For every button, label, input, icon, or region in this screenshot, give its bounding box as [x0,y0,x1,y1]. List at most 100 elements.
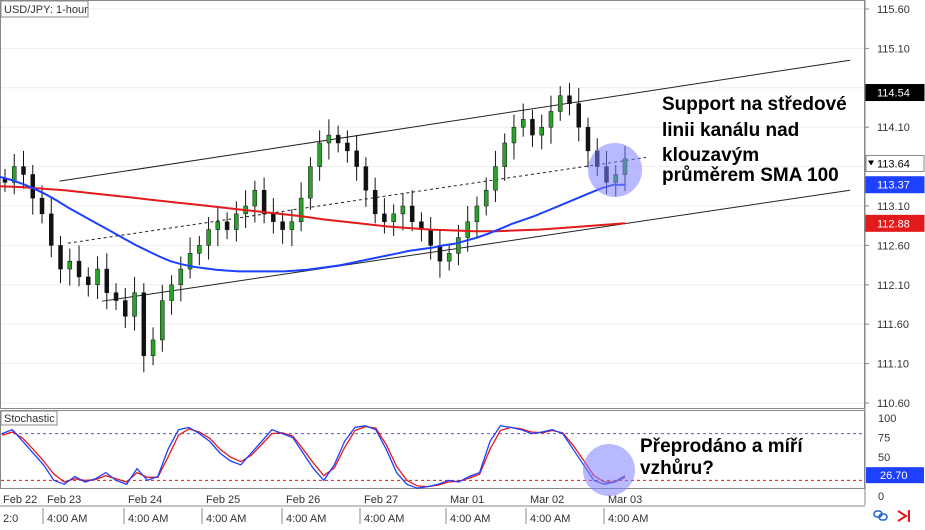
candle-body [363,166,369,191]
stochastic-tick-label: 100 [878,413,896,425]
stochastic-value-label: 26.70 [880,470,908,482]
price-tick-label: 115.10 [877,43,910,55]
price-tick-label: 114.10 [877,122,910,134]
candle-body [169,284,174,301]
stochastic-tick-label: 0 [878,491,884,503]
stochastic-tick-label: 75 [878,433,890,445]
link-icon[interactable] [873,510,888,521]
candle-body [76,260,82,278]
price-tick-label: 113.10 [877,201,910,213]
candle-body [67,260,73,270]
stochastic-title: Stochastic [4,413,55,425]
candle-body [206,229,211,246]
price-axis: 115.60 115.10 114.54 114.10 113.64 113.37 113.… [865,4,925,410]
price-tick-label: 111.60 [877,319,909,331]
time-tick-label: 4:00 AM [47,513,87,525]
stochastic-value-box [866,467,924,484]
date-tick-label: Feb 27 [364,494,398,506]
candle-body [298,197,304,223]
time-tick-label: 2:0 [3,513,18,525]
candle-body [58,245,63,270]
time-tick-label: 4:00 AM [286,513,326,525]
channel-mid-line [67,156,647,244]
time-tick-label: 4:00 AM [450,513,490,525]
sma200-line [0,185,626,233]
time-tick-label: 4:00 AM [530,513,570,525]
stochastic-axis: 100755025026.70 [866,413,924,503]
candle-body [150,339,156,356]
candle-body [446,253,452,262]
price-marker-box [865,214,925,232]
sma100-line [0,175,625,273]
price-marker-box [865,154,925,172]
candle-body [557,95,563,112]
date-tick-label: Feb 25 [206,494,240,506]
candle-body [39,197,45,215]
candle-body [234,213,239,230]
title-box [0,0,89,18]
price-tick-label: 112.10 [877,280,910,292]
stoch-annotation-line-1: Přeprodáno a míří [640,436,803,457]
candle-body [391,213,396,223]
price-tick-label: 111.10 [877,359,909,371]
annotation-line-1: Support na středové [662,94,847,115]
candle-body [289,221,295,230]
price-marker-box [865,176,925,194]
candle-body [511,126,517,144]
candle-body [493,166,498,191]
stochastic-lines [1,425,626,489]
stochastic-title-box [0,410,58,426]
price-tick-label: 112.60 [877,240,910,252]
trend-channel [59,59,851,302]
oversold-highlight-circle [583,444,635,496]
candle-body [539,126,544,136]
candle-body [576,103,581,128]
candle-body [197,245,202,254]
candle-body [409,205,415,223]
candle-body [224,221,230,230]
candle-body [113,292,119,301]
time-tick-label: 4:00 AM [206,513,246,525]
candle-body [474,205,480,223]
time-tick-label: 4:00 AM [608,513,648,525]
candle-body [456,237,461,254]
candle-body [141,292,147,356]
scroll-right-icon[interactable] [897,510,910,522]
candle-body [520,119,526,128]
candle-body [382,213,387,223]
price-tick-label: 115.60 [877,4,910,16]
price-tick-label: 110.60 [877,398,910,410]
stochastic-k-line [1,425,626,489]
stoch-annotation-line-2: vzhůru? [640,458,714,479]
candle-body [530,119,535,136]
channel-lower-line [101,189,851,302]
chart-title: USD/JPY: 1-hour [4,4,88,16]
date-tick-label: Mar 01 [450,494,484,506]
candle-body [502,142,507,167]
candle-body [160,300,165,341]
date-tick-label: Mar 02 [530,494,564,506]
candle-body [49,213,54,246]
time-tick-label: 4:00 AM [364,513,404,525]
candle-body [252,189,258,207]
candle-body [271,213,276,223]
candle-body [132,292,137,317]
candle-body [567,95,572,104]
annotation-line-3: klouzavým [662,145,759,166]
candle-body [465,221,470,238]
candle-body [104,268,110,293]
candle-body [326,134,332,144]
candle-body [317,142,322,167]
date-tick-label: Feb 22 [3,494,37,506]
date-tick-label: Feb 23 [47,494,81,506]
candle-body [21,166,26,175]
candle-body [95,268,100,286]
price-marker-label: 112.88 [877,218,910,230]
candle-body [354,150,359,167]
candle-body [548,111,554,128]
time-tick-label: 4:00 AM [128,513,168,525]
price-marker-arrow-icon [868,160,874,166]
candle-body [437,245,443,262]
